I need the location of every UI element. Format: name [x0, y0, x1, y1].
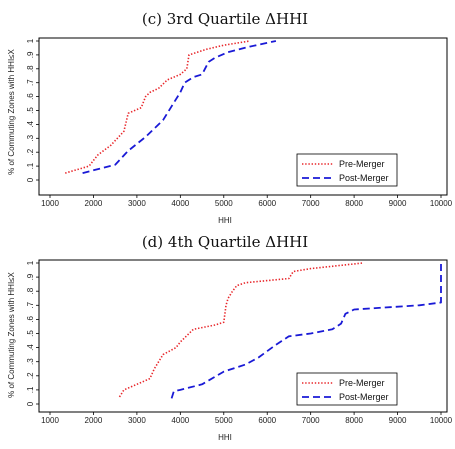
panel-c-y-axis-label: % of Commuting Zones with HHI≤X [7, 48, 16, 174]
panel-c-legend: Pre-Merger Post-Merger [296, 153, 398, 187]
panel-d-legend: Pre-Merger Post-Merger [296, 372, 398, 406]
panel-c-x-tick-label: 6000 [258, 199, 276, 208]
panel-c: (c) 3rd Quartile ΔHHI % of Commuting Zon… [7, 10, 453, 225]
panel-d-y-tick-label: .9 [26, 273, 35, 280]
panel-c-x-axis-label: HHI [218, 216, 232, 225]
panel-c-x-tick-label: 7000 [302, 199, 320, 208]
panel-d-series-post-merger-line [170, 263, 442, 399]
panel-c-plot: 1000 2000 3000 4000 5000 6000 7000 8000 9000 1000… [26, 38, 453, 208]
panel-c-y-tick-label: .5 [26, 107, 35, 114]
panel-d-y-tick-label: .3 [26, 358, 35, 365]
panel-d-legend-pre-label: Pre-Merger [339, 378, 385, 388]
panel-c-y-tick-label: .7 [26, 79, 35, 86]
panel-d-legend-box [296, 372, 398, 406]
panel-c-legend-post-label: Post-Merger [339, 173, 389, 183]
panel-d-y-tick-label: .8 [26, 287, 35, 294]
panel-c-series-post-merger-line [82, 40, 277, 174]
panel-d-y-tick-label: .5 [26, 330, 35, 337]
panel-d-x-tick-label: 8000 [345, 416, 363, 425]
panel-c-y-tick-label: 0 [26, 177, 35, 182]
panel-c-y-tick-label: 1 [26, 38, 35, 43]
panel-c-x-tick-label: 1000 [41, 199, 59, 208]
panel-c-x-tick-label: 9000 [389, 199, 407, 208]
panel-d-plot: 1000 2000 3000 4000 5000 6000 7000 8000 9000 1000… [26, 260, 453, 425]
panel-d-y-tick-label: 0 [26, 401, 35, 406]
panel-c-x-tick-label: 2000 [85, 199, 103, 208]
panel-d-x-tick-label: 9000 [389, 416, 407, 425]
panel-d-x-tick-label: 6000 [258, 416, 276, 425]
panel-d-y-tick-label: 1 [26, 260, 35, 265]
panel-c-x-tick-label: 10000 [430, 199, 453, 208]
panel-d-x-tick-label: 5000 [215, 416, 233, 425]
panel-c-series-pre-merger-line [64, 40, 250, 174]
panel-c-y-tick-label: .1 [26, 162, 35, 169]
panel-c-x-tick-label: 3000 [128, 199, 146, 208]
panel-c-x-tick-label: 5000 [215, 199, 233, 208]
panel-d-x-tick-label: 1000 [41, 416, 59, 425]
panel-d-x-tick-label: 2000 [85, 416, 103, 425]
panel-d-x-axis-label: HHI [218, 433, 232, 442]
panel-d-y-axis-label: % of Commuting Zones with HHI≤X [7, 271, 16, 397]
panel-c-y-tick-label: .2 [26, 148, 35, 155]
panel-d-y-tick-label: .4 [26, 344, 35, 351]
panel-d-x-tick-label: 10000 [430, 416, 453, 425]
panel-d-y-tick-label: .6 [26, 316, 35, 323]
panel-c-y-tick-label: .9 [26, 51, 35, 58]
panel-c-y-tick-label: .6 [26, 93, 35, 100]
panel-c-title: (c) 3rd Quartile ΔHHI [142, 10, 308, 28]
panel-d-y-tick-label: .7 [26, 301, 35, 308]
panel-c-y-tick-label: .4 [26, 121, 35, 128]
panel-c-y-tick-label: .3 [26, 134, 35, 141]
panel-d-x-tick-label: 4000 [171, 416, 189, 425]
panel-c-legend-box [296, 153, 398, 187]
panel-d-title: (d) 4th Quartile ΔHHI [142, 233, 308, 251]
panel-d-x-tick-label: 7000 [302, 416, 320, 425]
panel-d-x-tick-label: 3000 [128, 416, 146, 425]
panel-d-y-tick-label: .2 [26, 372, 35, 379]
panel-c-x-tick-label: 4000 [171, 199, 189, 208]
panel-d-y-tick-label: .1 [26, 386, 35, 393]
panel-c-y-tick-label: .8 [26, 65, 35, 72]
panel-d-legend-post-label: Post-Merger [339, 392, 389, 402]
panel-c-x-tick-label: 8000 [345, 199, 363, 208]
panel-d: (d) 4th Quartile ΔHHI % of Commuting Zon… [7, 233, 453, 442]
panel-c-legend-pre-label: Pre-Merger [339, 159, 385, 169]
